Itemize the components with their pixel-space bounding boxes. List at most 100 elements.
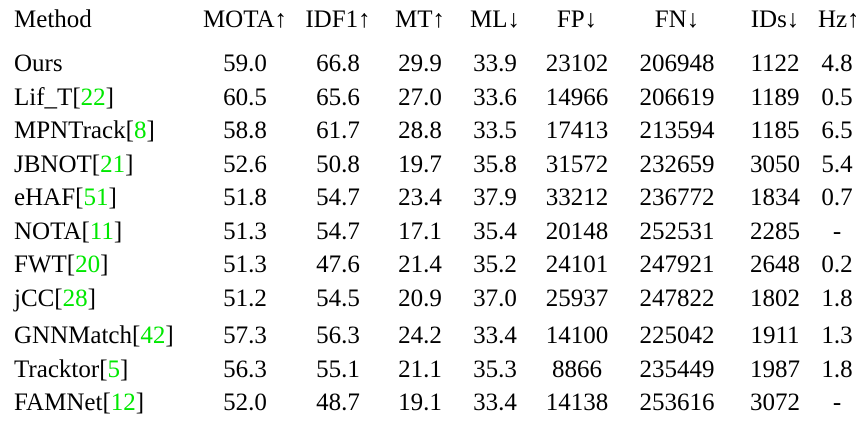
citation-bracket-open: [ [91,150,101,178]
citation-bracket-close: ] [120,355,129,383]
cell-mt: 19.7 [398,150,442,178]
method-name: JBNOT [14,150,92,178]
cell-mt: 28.8 [398,117,442,144]
column-header-mt: MT↑ [382,0,458,40]
cell-fn: 247921 [639,251,715,278]
table-row[interactable]: jCC[28] 51.2 54.5 20.9 37.0 25937 247822 1802 1.… [0,282,856,316]
cell-hz: 0.7 [821,184,853,211]
cell-method: Ours [0,47,196,81]
citation-bracket-close: ] [105,83,114,111]
table-row[interactable]: Ours 59.0 66.8 29.9 33.9 23102 206948 1122 4.8 [0,47,856,81]
table-row[interactable]: JBNOT[21] 52.6 50.8 19.7 35.8 31572 232659 3050… [0,148,856,182]
table-row[interactable]: Lif_T[22] 60.5 65.6 27.0 33.6 14966 206619 1189… [0,81,856,115]
cell-idf1: 50.8 [316,150,360,178]
column-header-method: Method [0,0,196,40]
citation-bracket-close: ] [146,117,155,144]
table-row[interactable]: FAMNet[12] 52.0 48.7 19.1 33.4 14138 253616 307… [0,386,856,420]
cell-fp: 25937 [545,284,609,312]
cell-fn: 252531 [639,217,715,245]
cell-mt: 23.4 [398,184,442,211]
cell-fn: 213594 [639,117,715,144]
cell-ids: 1987 [750,355,800,383]
cell-mota: 51.2 [223,284,267,312]
table-row[interactable]: FWT[20] 51.3 47.6 21.4 35.2 24101 247921 2648 0.… [0,248,856,282]
cell-ids: 1802 [750,284,800,312]
cell-ml: 35.4 [473,217,517,245]
citation-link[interactable]: 11 [89,217,114,245]
column-header-label: FN [654,6,687,33]
citation-link[interactable]: 20 [75,251,101,278]
citation-bracket-open: [ [72,83,81,111]
citation-bracket-close: ] [87,284,96,312]
cell-mt: 17.1 [398,217,442,245]
citation-bracket-open: [ [132,322,141,349]
cell-fn: 206948 [639,50,715,77]
citation-bracket-close: ] [108,184,117,211]
cell-fn: 236772 [639,184,715,211]
column-header-label: Hz [818,6,848,33]
cell-mota: 51.8 [223,184,267,211]
column-header-ml: ML↓ [458,0,532,40]
cell-ids: 1185 [750,117,800,144]
cell-ids: 2285 [750,217,800,245]
citation-link[interactable]: 28 [62,284,88,312]
table-row[interactable]: eHAF[51] 51.8 54.7 23.4 37.9 33212 236772 1834 0… [0,181,856,215]
cell-ml: 33.9 [473,50,517,77]
cell-method: FAMNet[12] [0,386,196,420]
method-name: eHAF [14,184,76,211]
cell-ml: 33.4 [473,389,517,416]
citation-bracket-open: [ [102,389,111,416]
citation-link[interactable]: 22 [80,83,106,111]
cell-fn: 206619 [639,83,715,111]
method-name: Lif_T [14,83,73,111]
cell-fp: 17413 [545,117,609,144]
method-name: FWT [14,251,67,278]
cell-ids: 2648 [750,251,800,278]
arrow-up-icon: ↑ [358,6,371,33]
citation-link[interactable]: 42 [140,322,166,349]
cell-ml: 35.2 [473,251,517,278]
citation-link[interactable]: 51 [83,184,109,211]
cell-ids: 3072 [750,389,800,416]
table-row[interactable]: NOTA[11] 51.3 54.7 17.1 35.4 20148 252531 2285 - [0,215,856,249]
column-header-label: FP [556,6,585,33]
cell-hz: - [832,217,842,245]
spacer [0,420,856,424]
cell-ids: 1834 [750,184,800,211]
cell-hz: 1.3 [821,322,853,349]
cell-method: jCC[28] [0,282,196,316]
table-row[interactable]: Tracktor[5] 56.3 55.1 21.1 35.3 8866 235449 198… [0,353,856,387]
citation-link[interactable]: 12 [110,389,136,416]
citation-link[interactable]: 8 [133,117,147,144]
citation-bracket-open: [ [81,217,90,245]
cell-method: JBNOT[21] [0,148,196,182]
bottom-gap [0,420,856,424]
arrow-up-icon: ↑ [847,6,856,33]
cell-fp: 33212 [545,184,609,211]
cell-mt: 27.0 [398,83,442,111]
cell-ml: 33.5 [473,117,517,144]
cell-method: MPNTrack[8] [0,114,196,148]
cell-ids: 1189 [750,83,800,111]
table-row[interactable]: GNNMatch[42] 57.3 56.3 24.2 33.4 14100 225042 1… [0,319,856,353]
cell-ids: 3050 [750,150,800,178]
arrow-down-icon: ↓ [584,6,598,33]
column-header-ids: IDs↓ [732,0,818,40]
method-name: NOTA [14,217,82,245]
cell-idf1: 61.7 [316,117,360,144]
cell-mota: 59.0 [223,50,267,77]
method-name: jCC [14,284,55,312]
cell-mota: 52.0 [223,389,267,416]
citation-bracket-open: [ [75,184,84,211]
cell-fn: 225042 [639,322,715,349]
table-row[interactable]: MPNTrack[8] 58.8 61.7 28.8 33.5 17413 213594 11… [0,114,856,148]
citation-link[interactable]: 21 [100,150,126,178]
cell-mt: 19.1 [398,389,442,416]
cell-hz: 0.5 [821,83,853,111]
cell-idf1: 56.3 [316,322,360,349]
cell-idf1: 54.7 [316,184,360,211]
cell-hz: 0.2 [821,251,853,278]
arrow-up-icon: ↑ [432,6,446,33]
citation-link[interactable]: 5 [107,355,121,383]
cell-mota: 52.6 [223,150,267,178]
